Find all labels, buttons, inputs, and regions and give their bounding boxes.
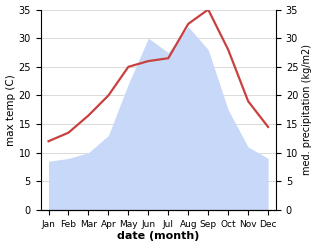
X-axis label: date (month): date (month) [117, 231, 199, 242]
Y-axis label: max temp (C): max temp (C) [5, 74, 16, 146]
Y-axis label: med. precipitation (kg/m2): med. precipitation (kg/m2) [302, 44, 313, 175]
